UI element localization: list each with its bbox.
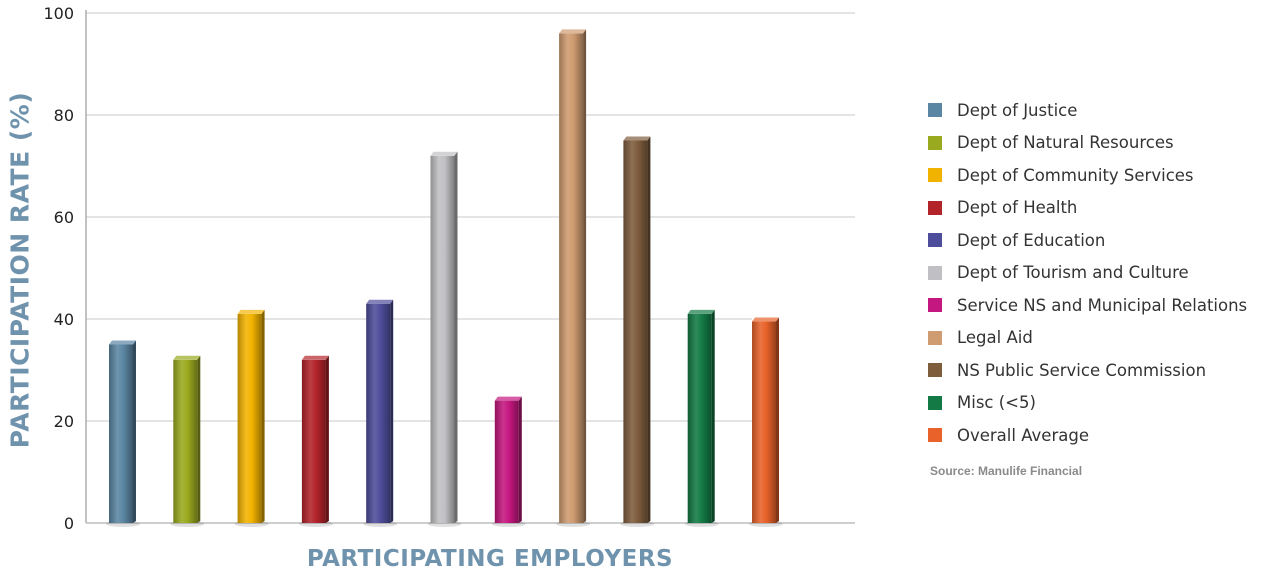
legend-item: NS Public Service Commission [928,354,1273,387]
legend-item: Legal Aid [928,322,1273,355]
legend-label: Dept of Tourism and Culture [957,263,1189,283]
legend-item: Dept of Justice [928,94,1273,127]
x-axis-title: PARTICIPATING EMPLOYERS [306,546,674,572]
bar-side [647,136,651,523]
legend-swatch [928,298,942,313]
y-axis-title-box: PARTICIPATION RATE (%) [2,60,38,480]
chart-plot: 0 20 40 60 80 100 [43,4,855,533]
bar [298,355,333,527]
bar-body [559,33,584,524]
y-tick-labels: 0 20 40 60 80 100 [43,4,74,533]
legend-swatch [928,330,942,345]
bar [363,299,398,527]
legend-item: Dept of Tourism and Culture [928,257,1273,290]
bar [620,136,655,527]
legend-swatch [928,168,942,183]
legend: Dept of Justice Dept of Natural Resources… [928,94,1273,452]
legend-label: Dept of Education [957,230,1106,250]
legend-item: Dept of Natural Resources [928,127,1273,160]
bar-side [390,299,394,523]
bar [170,355,205,527]
bar-body [301,359,326,523]
bar-side [325,355,329,523]
legend-item: Dept of Education [928,224,1273,257]
bars [106,29,783,527]
bar-body [623,140,648,523]
bar-body [430,155,455,524]
y-tick-label: 40 [54,310,74,329]
bar-side [454,151,458,524]
bar [684,309,719,527]
bar-top [623,136,651,141]
legend-item: Dept of Community Services [928,159,1273,192]
y-tick-label: 100 [43,4,74,23]
bar-side [133,340,136,523]
source-note: Source: Manulife Financial [930,464,1083,478]
bar-top [173,355,201,360]
bar [556,29,591,527]
bar-top [237,309,265,314]
legend-swatch [928,363,942,378]
y-tick-label: 20 [54,412,74,431]
bar [427,151,462,527]
bar-top [494,396,522,401]
legend-label: NS Public Service Commission [957,360,1207,380]
axes [85,10,855,524]
y-tick-label: 0 [64,514,74,533]
bar-top [687,309,715,314]
bar-side [518,396,522,523]
bar [106,340,140,527]
bar-side [583,29,587,524]
legend-swatch [928,135,942,150]
bar-body [237,313,262,523]
bar-body [687,313,712,523]
bar-body [109,344,133,523]
legend-label: Dept of Community Services [957,165,1194,185]
legend-label: Legal Aid [957,328,1033,348]
legend-label: Dept of Natural Resources [957,133,1174,153]
bar-body [366,303,391,523]
bar-top [109,340,136,345]
legend-label: Service NS and Municipal Relations [957,295,1248,315]
legend-item: Dept of Health [928,192,1273,225]
bar-side [776,317,779,523]
bar-top [430,151,458,156]
bar-top [301,355,329,360]
bar-top [559,29,587,34]
legend-label: Misc (<5) [957,393,1036,413]
bar [234,309,269,527]
grid-lines [86,12,855,422]
bar-side [261,309,265,523]
legend-swatch [928,265,942,280]
bar-top [752,317,779,322]
bar-side [197,355,201,523]
bar [491,396,526,527]
legend-label: Overall Average [957,425,1089,445]
bar-top [366,299,394,304]
legend-swatch [928,428,942,443]
bar-side [711,309,715,523]
y-axis-title: PARTICIPATION RATE (%) [5,91,35,449]
legend-item: Misc (<5) [928,387,1273,420]
bar-body [752,321,776,523]
legend-swatch [928,200,942,215]
y-tick-label: 80 [54,106,74,125]
legend-label: Dept of Health [957,198,1078,218]
legend-swatch [928,395,942,410]
y-tick-label: 60 [54,208,74,227]
legend-label: Dept of Justice [957,100,1078,120]
bar [749,317,783,527]
legend-swatch [928,103,942,118]
legend-swatch [928,233,942,248]
legend-item: Overall Average [928,419,1273,452]
legend-item: Service NS and Municipal Relations [928,289,1273,322]
bar-body [173,359,198,523]
bar-body [494,400,519,523]
